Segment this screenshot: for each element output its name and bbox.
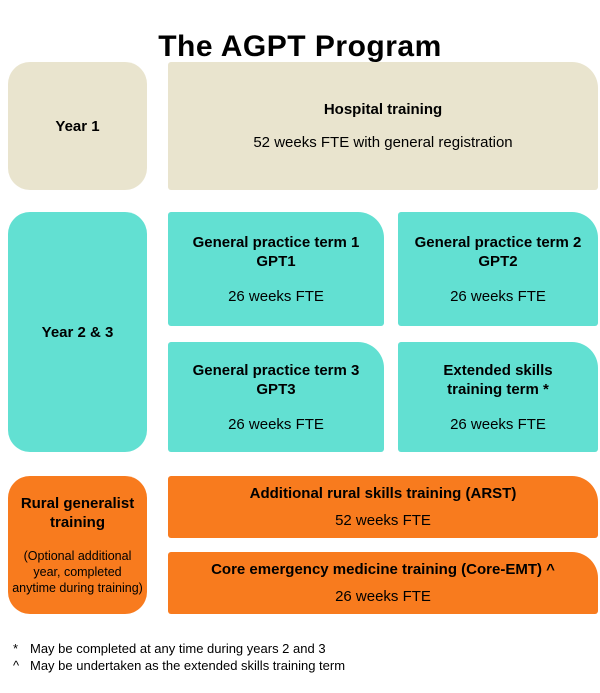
footnote-asterisk-text: May be completed at any time during year… xyxy=(30,641,326,656)
gpt2-detail: 26 weeks FTE xyxy=(450,287,546,305)
core-emt-detail: 26 weeks FTE xyxy=(335,588,431,605)
gpt2-title: General practice term 2 GPT2 xyxy=(415,233,582,271)
gpt3-title-line1: General practice term 3 xyxy=(192,361,360,379)
gpt1-title-line1: General practice term 1 xyxy=(192,233,360,251)
gpt3-title-line2: GPT3 xyxy=(256,380,296,398)
hospital-training-box: Hospital training 52 weeks FTE with gene… xyxy=(168,62,598,190)
footnote-caret: ^ May be undertaken as the extended skil… xyxy=(13,657,345,674)
extended-skills-box: Extended skills training term * 26 weeks… xyxy=(398,342,598,452)
footnote-asterisk-marker: * xyxy=(13,641,19,656)
footnote-asterisk: * May be completed at any time during ye… xyxy=(13,640,345,657)
year23-label: Year 2 & 3 xyxy=(41,323,114,341)
year1-label-box: Year 1 xyxy=(8,62,147,190)
gpt3-box: General practice term 3 GPT3 26 weeks FT… xyxy=(168,342,384,452)
page-title: The AGPT Program xyxy=(158,30,442,64)
gpt1-detail: 26 weeks FTE xyxy=(228,287,324,305)
extended-skills-detail: 26 weeks FTE xyxy=(450,415,546,433)
hospital-training-detail: 52 weeks FTE with general registration xyxy=(253,134,513,151)
gpt1-title: General practice term 1 GPT1 xyxy=(193,233,360,271)
arst-title: Additional rural skills training (ARST) xyxy=(249,485,517,502)
extended-skills-title: Extended skills training term * xyxy=(443,361,553,398)
gpt3-title: General practice term 3 GPT3 xyxy=(193,361,360,399)
gpt2-title-line2: GPT2 xyxy=(478,252,518,270)
year1-label: Year 1 xyxy=(55,117,100,135)
gpt2-box: General practice term 2 GPT2 26 weeks FT… xyxy=(398,212,598,326)
arst-detail: 52 weeks FTE xyxy=(335,512,431,529)
footnote-caret-text: May be undertaken as the extended skills… xyxy=(30,658,346,673)
hospital-training-title: Hospital training xyxy=(323,101,443,118)
rural-generalist-label-box: Rural generalist training (Optional addi… xyxy=(8,476,147,614)
year23-label-box: Year 2 & 3 xyxy=(8,212,147,452)
footnotes: * May be completed at any time during ye… xyxy=(13,640,345,674)
rural-generalist-sublabel: (Optional additional year, completed any… xyxy=(12,549,143,595)
footnote-caret-marker: ^ xyxy=(13,658,20,673)
core-emt-title: Core emergency medicine training (Core-E… xyxy=(211,561,555,578)
core-emt-box: Core emergency medicine training (Core-E… xyxy=(168,552,598,614)
rural-generalist-label: Rural generalist training xyxy=(20,495,135,531)
gpt3-detail: 26 weeks FTE xyxy=(228,415,324,433)
arst-box: Additional rural skills training (ARST) … xyxy=(168,476,598,538)
gpt1-title-line2: GPT1 xyxy=(256,252,296,270)
gpt2-title-line1: General practice term 2 xyxy=(414,233,582,251)
gpt1-box: General practice term 1 GPT1 26 weeks FT… xyxy=(168,212,384,326)
